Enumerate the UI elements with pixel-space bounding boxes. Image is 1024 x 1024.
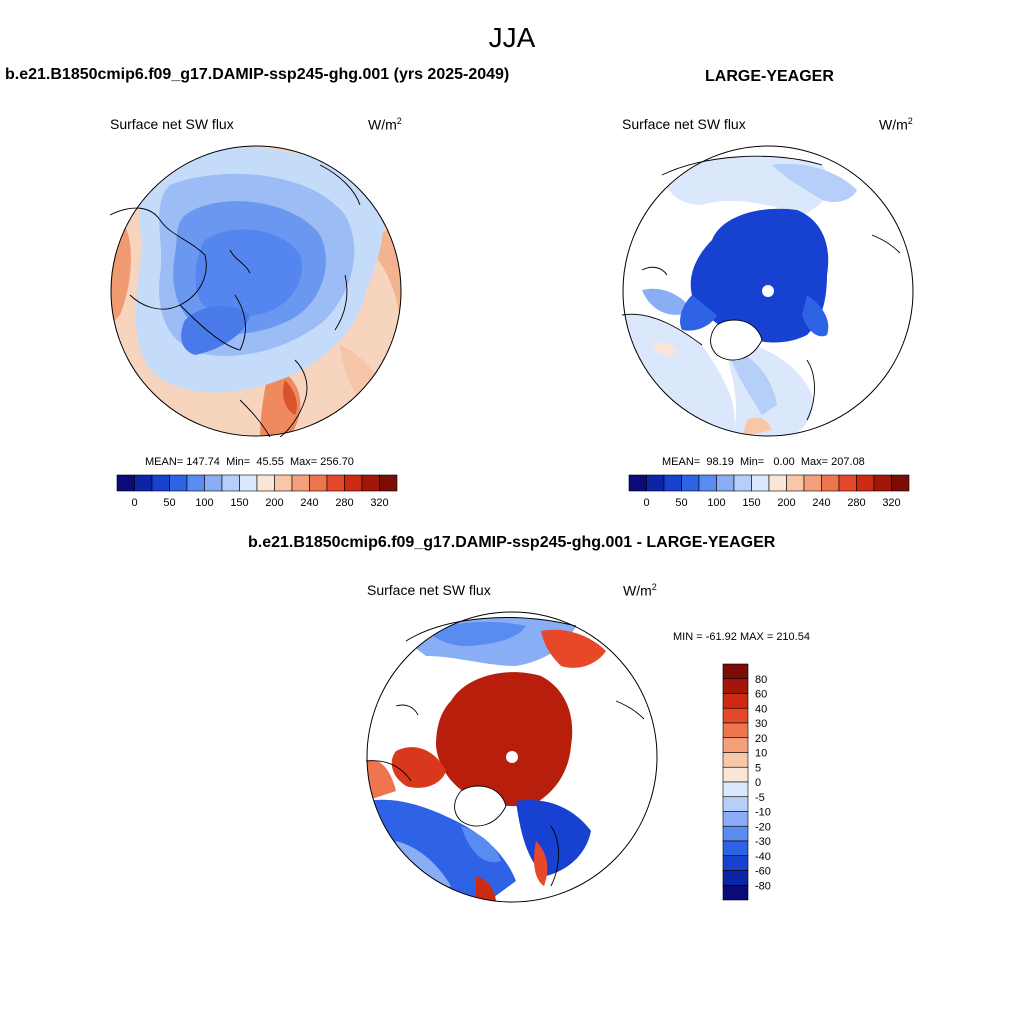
panel-3-units: W/m2 (623, 582, 657, 599)
panel-3-colorbar-swatch (722, 811, 749, 827)
panel-3-colorbar-swatch (722, 693, 749, 709)
panel-3-colorbar-tick-label: -5 (755, 792, 765, 804)
panel-1-colorbar-swatch (326, 474, 345, 492)
panel-1-units: W/m2 (368, 116, 402, 133)
panel-3-stats: MIN = -61.92 MAX = 210.54 (673, 631, 810, 643)
panel-2-colorbar-swatch (768, 474, 787, 492)
panel-2-colorbar-swatch (856, 474, 875, 492)
panel-2-colorbar-tick-label: 50 (675, 497, 687, 509)
panel-1-colorbar-swatch (204, 474, 223, 492)
panel-2-colorbar-swatch (716, 474, 735, 492)
panel-1-map (110, 145, 402, 437)
panel-1-colorbar-swatch (274, 474, 293, 492)
panel-2-colorbar-tick-label: 320 (882, 497, 900, 509)
panel-3-colorbar-swatch (722, 796, 749, 812)
panel-2-colorbar-swatch (733, 474, 752, 492)
panel-2-units: W/m2 (879, 116, 913, 133)
panel-1-colorbar-tick-label: 320 (370, 497, 388, 509)
panel-1-colorbar-swatch (134, 474, 153, 492)
panel-3-colorbar-swatch (722, 663, 749, 680)
panel-2-map (622, 145, 914, 437)
panel-3-colorbar-swatch (722, 884, 749, 901)
panel-1-colorbar-tick-label: 50 (163, 497, 175, 509)
panel-2-colorbar-swatch (786, 474, 805, 492)
panel-1-colorbar-swatch (361, 474, 380, 492)
panel-1-colorbar-swatch (379, 474, 398, 492)
panel-3-colorbar-tick-label: 80 (755, 674, 767, 686)
panel-2-colorbar-swatch (646, 474, 665, 492)
panel-2-colorbar-tick-label: 280 (847, 497, 865, 509)
panel-2-colorbar-swatch (681, 474, 700, 492)
panel-3-colorbar-tick-label: 5 (755, 762, 761, 774)
panel-3-colorbar-swatch (722, 855, 749, 871)
panel-3-colorbar-swatch (722, 766, 749, 783)
panel-3-colorbar-tick-label: 60 (755, 689, 767, 701)
panel-3-colorbar-tick-label: 0 (755, 777, 761, 789)
panel-1-colorbar-swatch (221, 474, 240, 492)
panel-3-colorbar-tick-label: -20 (755, 821, 771, 833)
panel-1-colorbar-swatch (291, 474, 310, 492)
panel-1-title: b.e21.B1850cmip6.f09_g17.DAMIP-ssp245-gh… (5, 66, 510, 83)
panel-2-colorbar-swatch (698, 474, 717, 492)
panel-3-colorbar-tick-label: -30 (755, 836, 771, 848)
panel-3-colorbar-tick-label: -40 (755, 851, 771, 863)
panel-3-title: b.e21.B1850cmip6.f09_g17.DAMIP-ssp245-gh… (248, 534, 776, 551)
panel-3-colorbar-tick-label: -80 (755, 880, 771, 892)
panel-3-colorbar-tick-label: 20 (755, 733, 767, 745)
panel-2-colorbar-swatch (751, 474, 770, 492)
panel-1-colorbar-swatch (169, 474, 188, 492)
panel-3-colorbar-swatch (722, 840, 749, 857)
panel-2-variable: Surface net SW flux (622, 116, 746, 132)
panel-1-colorbar-swatch (116, 474, 135, 492)
panel-2-colorbar-swatch (838, 474, 857, 492)
panel-1-colorbar-tick-label: 0 (131, 497, 137, 509)
panel-2-colorbar-tick-label: 100 (707, 497, 725, 509)
panel-3-colorbar: 80 60 40 30 20 10 5 0 -5 -10 -20 -30 -40 -60 -80 (722, 663, 771, 901)
panel-2-colorbar-swatch (821, 474, 840, 492)
panel-1-colorbar-swatch (256, 474, 275, 492)
panel-2-colorbar-swatch (803, 474, 822, 492)
panel-2-colorbar-swatch (873, 474, 892, 492)
panel-3-colorbar-tick-label: 10 (755, 748, 767, 760)
panel-3-colorbar-tick-label: 30 (755, 718, 767, 730)
panel-1-colorbar-swatch (309, 474, 328, 492)
panel-2-colorbar-tick-label: 240 (812, 497, 830, 509)
panel-3-variable: Surface net SW flux (367, 582, 491, 598)
panel-1-colorbar-swatch (239, 474, 258, 492)
panel-3-colorbar-swatch (722, 737, 749, 753)
panel-2-title: LARGE-YEAGER (705, 68, 834, 85)
panel-3-colorbar-swatch (722, 722, 749, 739)
panel-1-variable: Surface net SW flux (110, 116, 234, 132)
panel-1-colorbar-tick-label: 240 (300, 497, 318, 509)
panel-1-colorbar-tick-label: 100 (195, 497, 213, 509)
panel-3-map (366, 611, 658, 903)
panel-2-colorbar-swatch (891, 474, 910, 492)
panel-3-colorbar-tick-label: 40 (755, 703, 767, 715)
panel-1-colorbar: 0 50 100 150 200 240 280 320 (116, 474, 398, 509)
panel-3-colorbar-tick-label: -10 (755, 807, 771, 819)
panel-1-colorbar-tick-label: 200 (265, 497, 283, 509)
panel-2-colorbar-swatch (628, 474, 647, 492)
panel-2-colorbar-tick-label: 150 (742, 497, 760, 509)
panel-1-colorbar-swatch (186, 474, 205, 492)
panel-3-colorbar-swatch (722, 870, 749, 886)
panel-1-colorbar-swatch (344, 474, 363, 492)
panel-2-colorbar-tick-label: 0 (643, 497, 649, 509)
panel-3-colorbar-swatch (722, 825, 749, 842)
panel-3-colorbar-swatch (722, 752, 749, 768)
panel-1-colorbar-tick-label: 150 (230, 497, 248, 509)
panel-1-colorbar-swatch (151, 474, 170, 492)
panel-3-colorbar-tick-label: -60 (755, 866, 771, 878)
page-title: JJA (488, 22, 536, 53)
panel-2-colorbar-tick-label: 200 (777, 497, 795, 509)
panel-2-colorbar-swatch (663, 474, 682, 492)
panel-2-colorbar: 0 50 100 150 200 240 280 320 (628, 474, 910, 509)
panel-3-colorbar-swatch (722, 707, 749, 724)
panel-2-stats: MEAN= 98.19 Min= 0.00 Max= 207.08 (662, 456, 865, 468)
panel-1-stats: MEAN= 147.74 Min= 45.55 Max= 256.70 (145, 456, 354, 468)
panel-3-colorbar-swatch (722, 678, 749, 694)
panel-1-colorbar-tick-label: 280 (335, 497, 353, 509)
panel-3-colorbar-swatch (722, 781, 749, 798)
